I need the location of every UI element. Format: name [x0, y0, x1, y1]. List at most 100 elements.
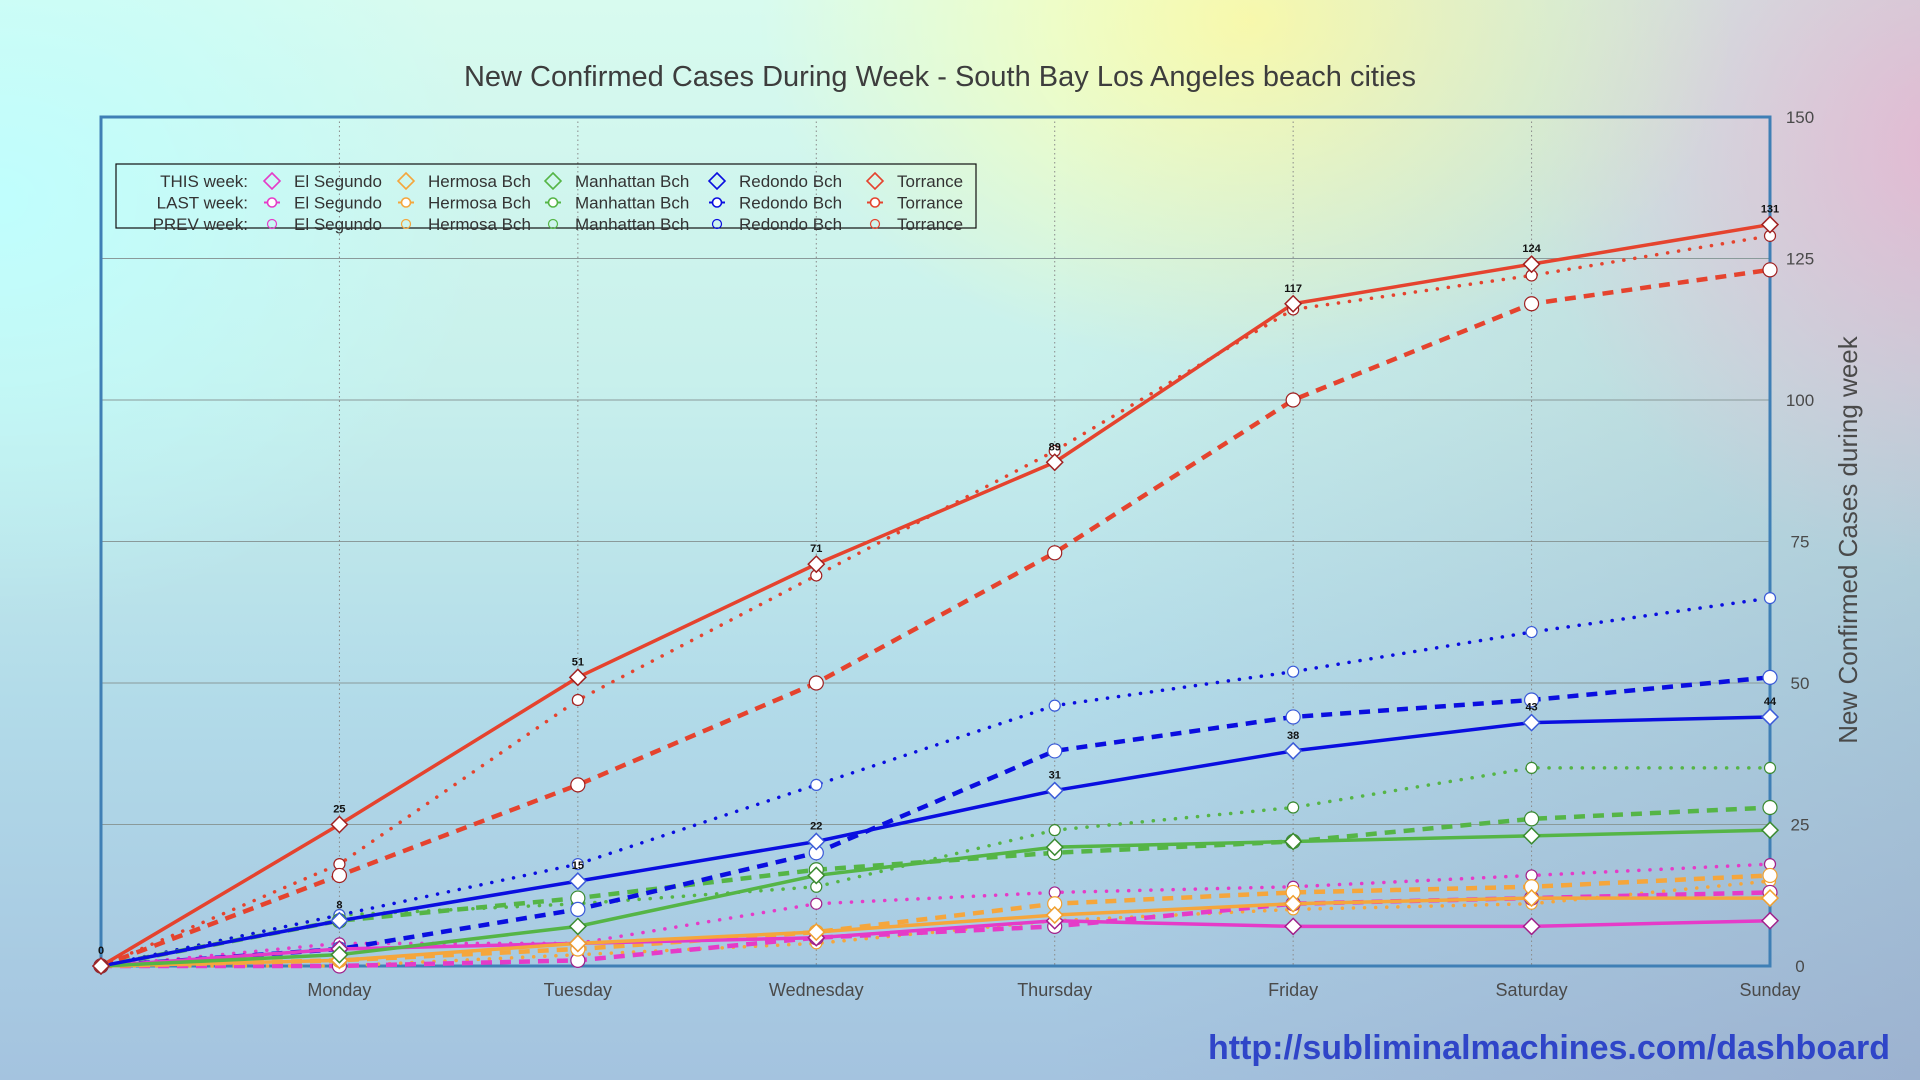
series-line [99, 766, 1772, 968]
data-point-circle [1523, 692, 1540, 708]
legend-entry-label: El Segundo [294, 194, 382, 213]
data-label: 43 [1525, 702, 1537, 714]
legend-diamond-icon [865, 171, 885, 191]
data-point-diamond [1522, 255, 1541, 274]
data-point-circle [1287, 801, 1300, 814]
x-tick-label: Tuesday [544, 980, 612, 1000]
data-point-circle [571, 693, 584, 707]
legend-circle-icon [711, 197, 723, 208]
data-label: 22 [810, 820, 822, 832]
y-tick-label: 25 [1791, 816, 1810, 835]
series-line [100, 222, 1771, 968]
data-labels: 0 25 51 71 89 117 124 131 8 15 22 31 38 43 44 [98, 204, 1779, 957]
data-point-diamond [1522, 889, 1541, 908]
legend-entry-label: Manhattan Bch [575, 215, 689, 234]
legend-entry-label: Redondo Bch [739, 194, 842, 213]
legend-entry-label: El Segundo [294, 172, 382, 191]
data-point-circle [1762, 799, 1778, 816]
data-label: 117 [1284, 283, 1302, 295]
data-point-diamond [1284, 832, 1303, 851]
data-point-circle [1047, 743, 1063, 759]
y-tick-label: 75 [1791, 533, 1810, 552]
legend-circle-icon [869, 218, 881, 230]
legend-box [115, 163, 977, 229]
data-point-circle [1287, 665, 1300, 678]
legend-circle-icon [711, 218, 723, 230]
grid-lines [101, 258, 1770, 825]
data-point-circle [331, 867, 348, 884]
y-tick-label: 50 [1791, 674, 1810, 693]
plot-frame [99, 115, 1772, 968]
series-line [100, 896, 1770, 968]
data-label: 51 [572, 656, 584, 668]
x-tick-label: Wednesday [769, 980, 864, 1000]
legend-diamond-icon [543, 171, 563, 191]
data-label: 131 [1761, 204, 1779, 216]
data-point-diamond [807, 922, 826, 942]
data-point-circle [808, 675, 824, 691]
data-point-diamond [1760, 889, 1780, 908]
series-lines [99, 222, 1772, 969]
data-point-diamond [807, 832, 826, 851]
series-line [100, 675, 1771, 969]
series-line [99, 862, 1772, 968]
data-point-circle [1523, 296, 1540, 312]
data-label: 0 [98, 945, 104, 957]
legend-entry-label: Manhattan Bch [575, 172, 689, 191]
x-axis-ticks: Monday Tuesday Wednesday Thursday Friday Satu… [307, 980, 1800, 1000]
data-point-circle [810, 897, 823, 910]
legend-entry-label: El Segundo [294, 215, 382, 234]
data-label: 44 [1764, 696, 1777, 708]
legend-diamond-icon [396, 171, 416, 191]
series-line [100, 828, 1771, 968]
data-point-diamond [1760, 911, 1780, 930]
data-point-circle [1763, 591, 1777, 605]
legend-circle-icon [400, 218, 412, 230]
y-tick-label: 125 [1786, 250, 1814, 269]
data-point-diamond [568, 917, 587, 936]
legend-diamond-icon [707, 171, 727, 191]
data-point-circle [1762, 262, 1778, 278]
data-point-diamond [568, 872, 587, 891]
series-line [100, 805, 1771, 969]
data-label: 8 [336, 900, 342, 912]
legend-entry-label: Redondo Bch [739, 215, 842, 234]
data-point-diamond [568, 668, 587, 687]
legend-row-label: LAST week: [157, 194, 248, 213]
data-point-circle [1048, 824, 1061, 837]
data-point-circle [1523, 811, 1540, 827]
data-point-circle [1285, 392, 1301, 408]
data-point-diamond [1522, 713, 1541, 732]
series-line [100, 873, 1771, 969]
data-point-circle [1285, 709, 1301, 725]
legend-circle-icon [266, 218, 278, 230]
legend-entry-label: Manhattan Bch [575, 194, 689, 213]
data-point-diamond [568, 934, 587, 953]
data-label: 71 [810, 543, 822, 555]
data-point-diamond [330, 945, 349, 964]
data-point-circle [810, 778, 823, 791]
legend-entry-label: Redondo Bch [739, 172, 842, 191]
data-point-diamond [1284, 294, 1303, 313]
data-point-diamond [1045, 781, 1064, 800]
legend-row-label: PREV week: [153, 215, 248, 234]
legend-entry-label: Hermosa Bch [428, 194, 531, 213]
data-point-diamond [1045, 453, 1064, 472]
legend-entry-label: Torrance [897, 215, 963, 234]
dashboard-url-link[interactable]: http://subliminalmachines.com/dashboard [1208, 1029, 1890, 1067]
legend-row-label: THIS week: [160, 172, 248, 191]
legend-circle-icon [547, 197, 559, 208]
data-point-diamond [807, 866, 826, 885]
data-point-circle [571, 858, 584, 871]
data-label: 89 [1049, 441, 1061, 453]
data-point-diamond [1045, 838, 1064, 857]
legend-entry-label: Hermosa Bch [428, 172, 531, 191]
series-markers [91, 215, 1780, 976]
y-axis-ticks: 0 25 50 75 100 125 150 [1786, 108, 1814, 976]
x-tick-label: Saturday [1496, 980, 1568, 1000]
data-point-circle [570, 777, 586, 793]
data-point-diamond [1760, 707, 1780, 727]
data-label: 38 [1287, 730, 1299, 742]
data-point-diamond [1284, 741, 1303, 760]
